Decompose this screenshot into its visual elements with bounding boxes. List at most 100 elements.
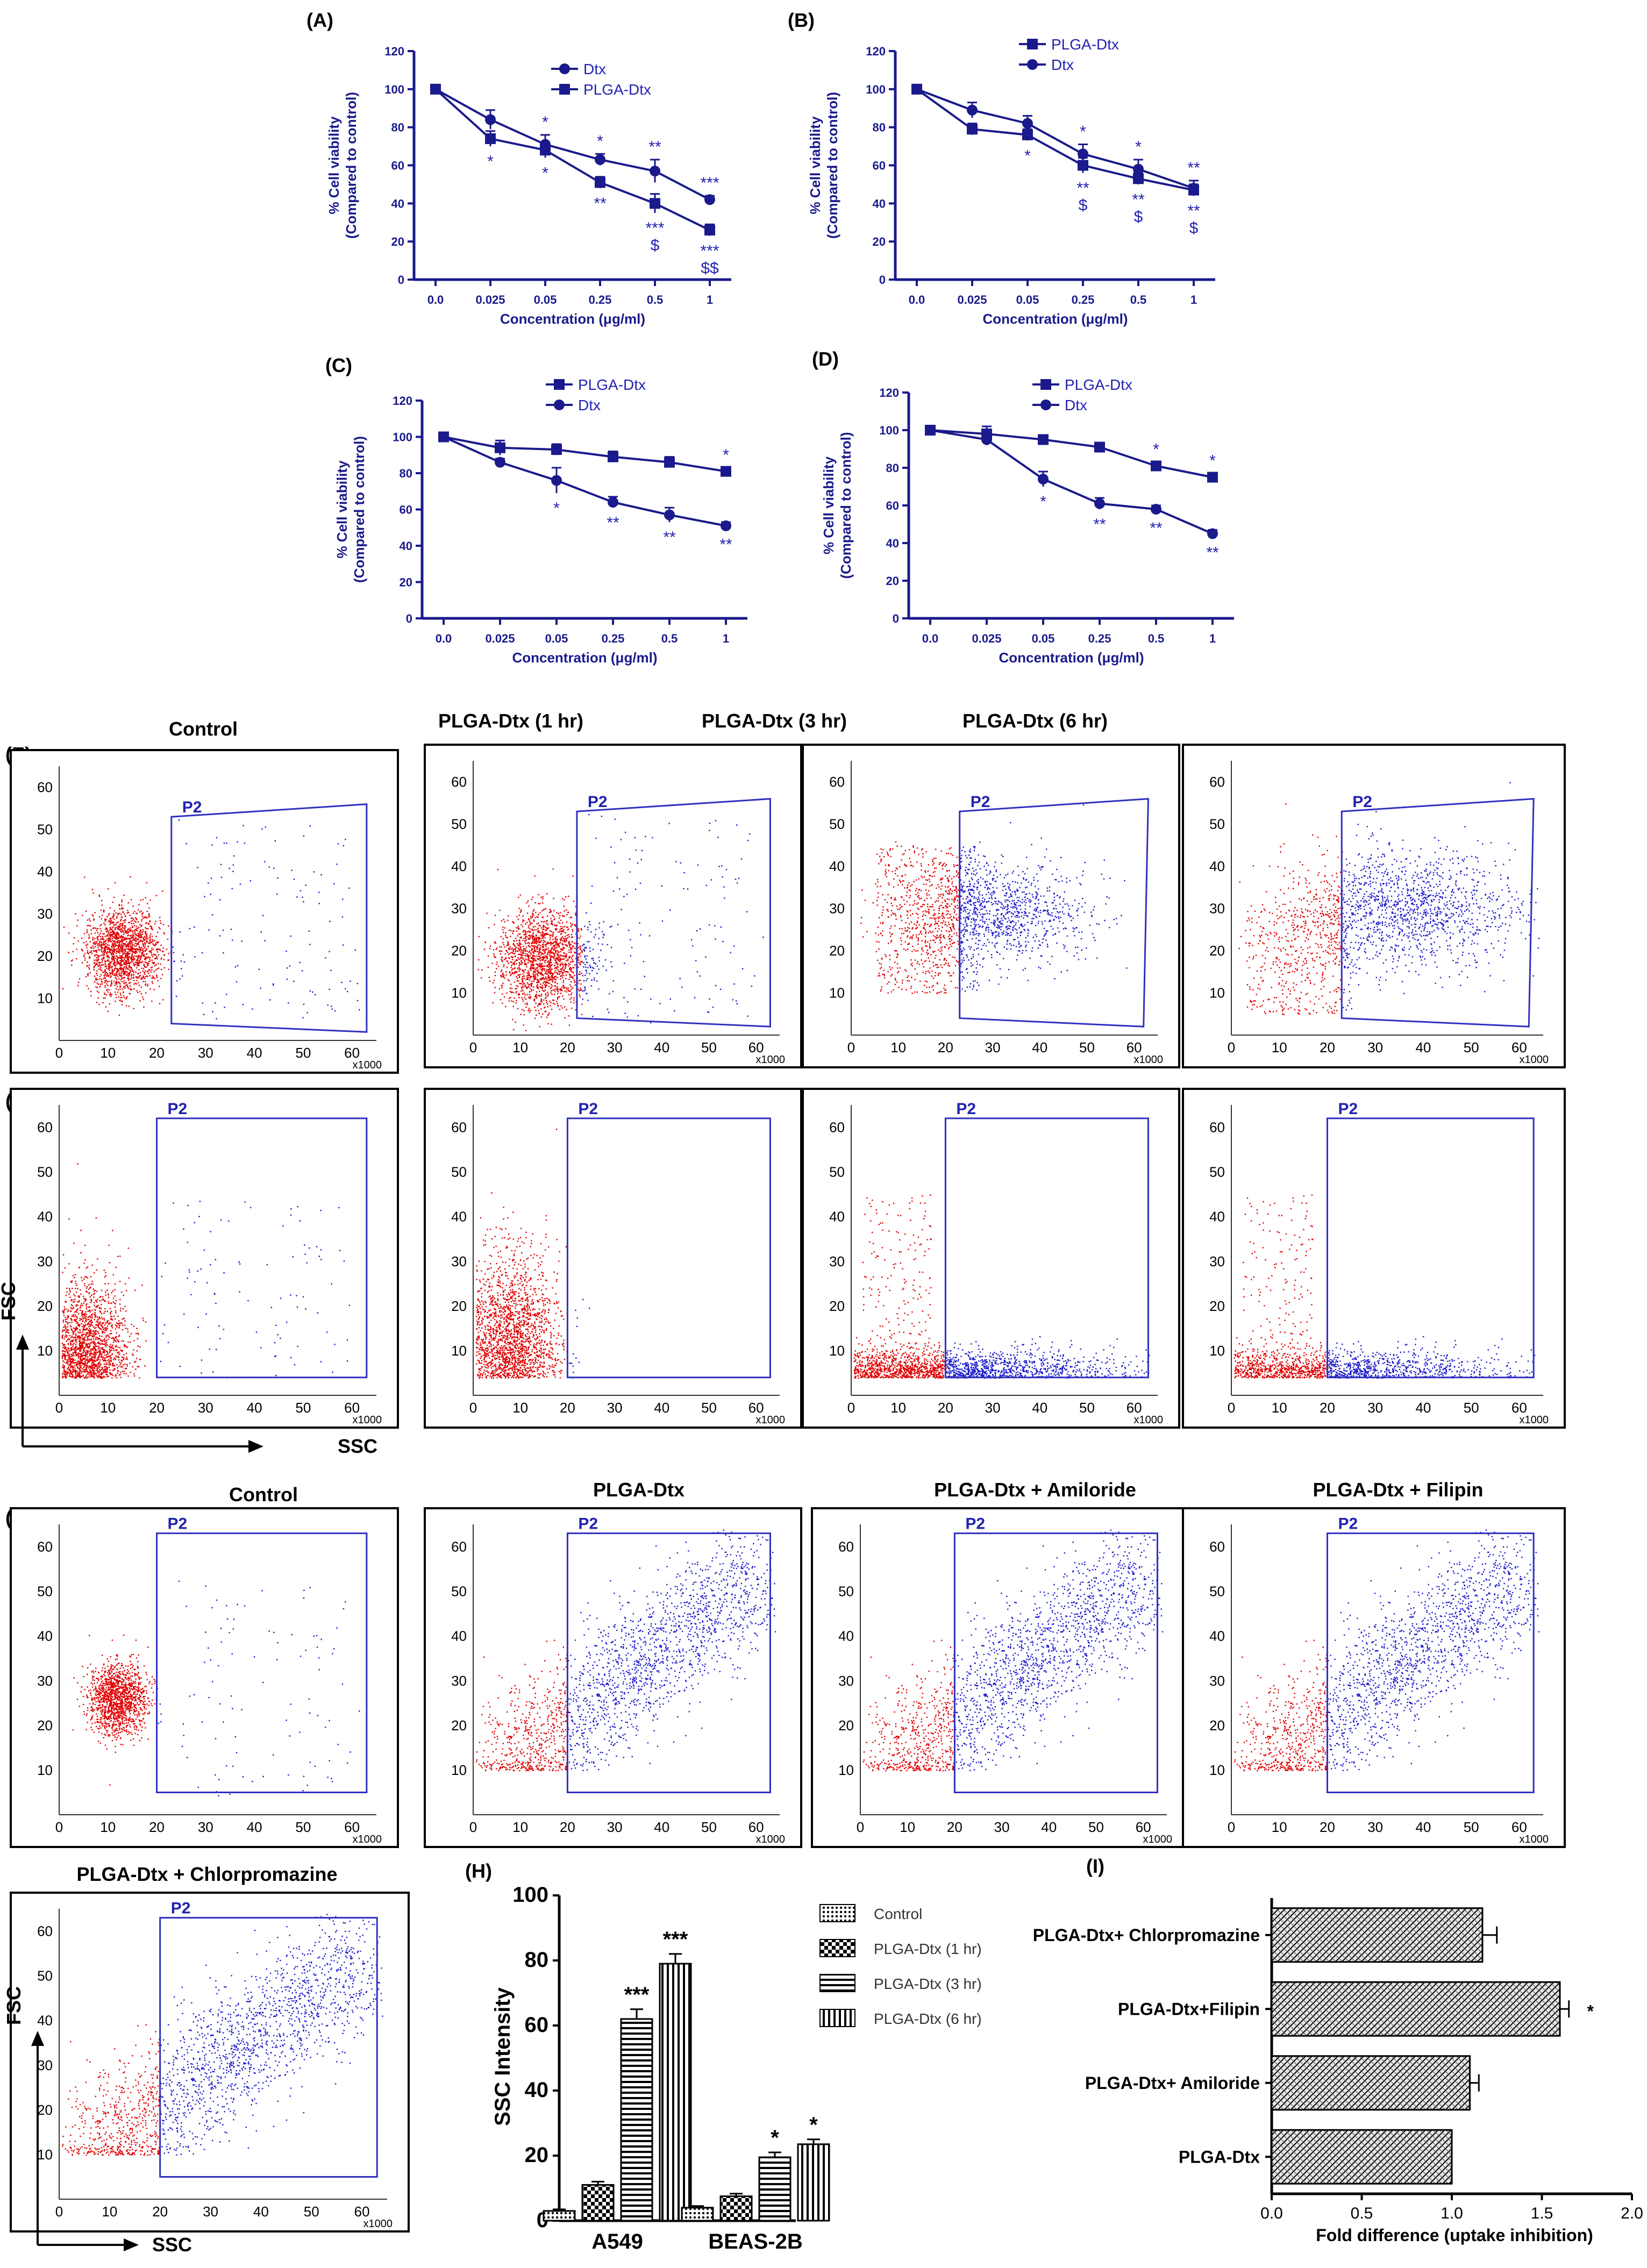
flow-events-in-gate: [568, 1529, 776, 1771]
flow-x-tick: 20: [149, 1819, 165, 1835]
gate-label: P2: [168, 1100, 188, 1118]
flow-y-tick: 30: [451, 1673, 467, 1689]
flow-x-tick: 40: [247, 1819, 262, 1835]
flow-x-tick: 0: [857, 1819, 864, 1835]
flow-x-tick: 10: [1272, 1039, 1287, 1055]
flow-y-tick: 60: [1209, 774, 1225, 790]
flow-x-unit: x1000: [1134, 1054, 1164, 1066]
flow-x-tick: 10: [100, 1400, 116, 1416]
flow-x-tick: 10: [890, 1400, 906, 1416]
flow-y-tick: 50: [829, 816, 845, 832]
flow-y-tick: 40: [829, 858, 845, 874]
significance-mark: **: [1206, 544, 1219, 562]
data-point: [1207, 472, 1218, 483]
flow-y-tick: 60: [1209, 1119, 1225, 1136]
gate-p2: [953, 1532, 1158, 1793]
data-point: [721, 520, 731, 531]
significance-mark: **: [607, 514, 619, 532]
flow-y-tick: 40: [451, 1209, 467, 1225]
h-legend-label: PLGA-Dtx (1 hr): [874, 1941, 982, 1957]
data-point: [1038, 474, 1049, 484]
flow-frame: [424, 744, 802, 1068]
flow-x-tick: 60: [1511, 1400, 1527, 1416]
y-tick-label: 40: [873, 197, 886, 210]
flow-y-tick: 20: [451, 1717, 467, 1734]
flow-y-tick: 40: [1209, 858, 1225, 874]
y-tick-label: 60: [391, 159, 404, 173]
axis-arrows-f: FSC SSC: [0, 1282, 377, 1457]
flow-x-tick: 20: [1320, 1819, 1335, 1835]
data-point: [967, 104, 978, 116]
flow-x-tick: 60: [344, 1819, 360, 1835]
y-tick-label: 80: [873, 121, 886, 134]
flow-y-tick: 60: [37, 779, 53, 795]
flow-y-tick: 10: [1209, 985, 1225, 1001]
panel-d: (D) 0 20 40 60 80 100 120 0.0 0.025 0.05 0.25 0.5 1 C…: [812, 348, 1234, 666]
flow-x-unit: x1000: [1520, 1054, 1549, 1066]
significance-mark: **: [1076, 180, 1089, 197]
flow-events-in-gate: [945, 1336, 1150, 1379]
x-tick-label: 0.5: [661, 632, 678, 645]
significance-mark: **: [1187, 202, 1200, 220]
panel-d-plot: 0 20 40 60 80 100 120 0.0 0.025 0.05 0.25 0.5 1 Conce…: [821, 376, 1234, 666]
flow-y-tick: 30: [829, 901, 845, 917]
significance-mark: **: [1187, 159, 1200, 177]
data-point: [704, 194, 715, 205]
i-bar: [1271, 2055, 1471, 2111]
flow-y-tick: 30: [37, 2057, 53, 2073]
h-bar: [719, 2195, 753, 2222]
flow-frame: [1182, 744, 1566, 1068]
flow-y-tick: 10: [451, 1762, 467, 1778]
significance-mark: $: [651, 237, 660, 254]
flow-y-tick: 10: [37, 1343, 53, 1359]
legend-label: PLGA-Dtx: [1051, 36, 1119, 53]
flow-x-tick: 30: [1367, 1819, 1383, 1835]
h-legend-label: Control: [874, 1906, 922, 1922]
panel-i-label: (I): [1086, 1855, 1104, 1877]
flow-x-tick: 60: [748, 1039, 764, 1055]
data-point: [925, 425, 936, 436]
gate-label: P2: [578, 1100, 598, 1118]
flow-x-tick: 30: [607, 1400, 623, 1416]
x-axis-title: Concentration (μg/ml): [982, 311, 1128, 327]
flow-y-tick: 20: [37, 948, 53, 964]
flow-events-outside-gate: [61, 1163, 147, 1379]
panel-b-label: (B): [788, 9, 815, 31]
h-bar: [543, 2210, 576, 2222]
flow-x-unit: x1000: [353, 1834, 382, 1845]
flow-events-in-gate: [1327, 1336, 1536, 1379]
flow-events-outside-gate: [1234, 1639, 1329, 1772]
flow-x-tick: 20: [938, 1039, 953, 1055]
row-e-title-2: PLGA-Dtx (1 hr): [438, 710, 583, 732]
flow-y-tick: 40: [37, 864, 53, 880]
y-tick-label: 40: [391, 197, 404, 210]
data-point: [1078, 160, 1088, 171]
significance-mark: *: [1040, 493, 1046, 511]
x-tick-label: 0.25: [602, 632, 625, 645]
h-legend-swatch: [819, 1939, 855, 1957]
flow-frame: [802, 744, 1180, 1068]
data-point: [1151, 504, 1161, 515]
flow-y-tick: 30: [451, 901, 467, 917]
flow-x-tick: 10: [512, 1039, 528, 1055]
significance-mark: **: [1093, 516, 1106, 533]
flow-x-tick: 50: [1464, 1819, 1479, 1835]
y-axis-title: % Cell viability: [326, 116, 342, 215]
flow-y-tick: 30: [829, 1253, 845, 1269]
data-point: [485, 133, 496, 144]
y-tick-label: 120: [384, 45, 404, 58]
h-bar: [681, 2207, 714, 2222]
series-line: [930, 429, 1213, 535]
row-e-title-4: PLGA-Dtx (6 hr): [962, 710, 1108, 732]
data-point: [704, 224, 715, 236]
flow-y-tick: 60: [1209, 1539, 1225, 1555]
legend-label: Dtx: [578, 397, 601, 413]
i-bar: [1271, 1907, 1484, 1963]
y-tick-label: 120: [866, 45, 886, 58]
flow-x-tick: 10: [512, 1819, 528, 1835]
flow-y-tick: 40: [37, 1628, 53, 1644]
significance-mark: *: [597, 132, 603, 150]
data-point: [485, 114, 496, 125]
flow-x-tick: 50: [1088, 1819, 1104, 1835]
